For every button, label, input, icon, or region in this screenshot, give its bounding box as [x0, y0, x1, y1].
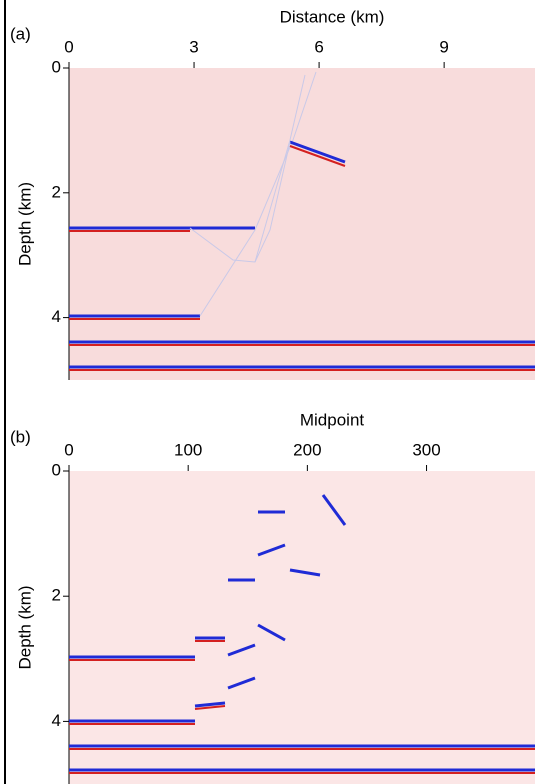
x-tick-label: 100 — [174, 440, 202, 459]
y-tick-label: 0 — [52, 460, 61, 479]
y-tick-label: 4 — [52, 711, 61, 730]
y-tick-label: 2 — [52, 182, 61, 201]
reflectors — [69, 71, 535, 774]
x-tick-label: 0 — [64, 440, 73, 459]
y-axis-title: Depth (km) — [15, 182, 34, 266]
x-tick-label: 3 — [189, 37, 198, 56]
x-axis-title: Distance (km) — [280, 7, 385, 26]
y-tick-label: 0 — [52, 57, 61, 76]
panel-label: (a) — [10, 24, 31, 43]
panel-label: (b) — [10, 427, 31, 446]
y-axis-title: Depth (km) — [15, 585, 34, 669]
x-tick-label: 300 — [412, 440, 440, 459]
x-axis-title: Midpoint — [300, 410, 365, 429]
y-tick-label: 2 — [52, 586, 61, 605]
x-tick-label: 200 — [293, 440, 321, 459]
x-tick-label: 6 — [314, 37, 323, 56]
image-area — [69, 68, 535, 380]
x-tick-label: 9 — [439, 37, 448, 56]
plots: (a) Distance (km) Depth (km) 0 3 6 9 0 2 4 (b) Midp… — [10, 7, 535, 784]
image-area — [69, 471, 535, 784]
y-tick-label: 4 — [52, 307, 61, 326]
x-tick-label: 0 — [64, 37, 73, 56]
